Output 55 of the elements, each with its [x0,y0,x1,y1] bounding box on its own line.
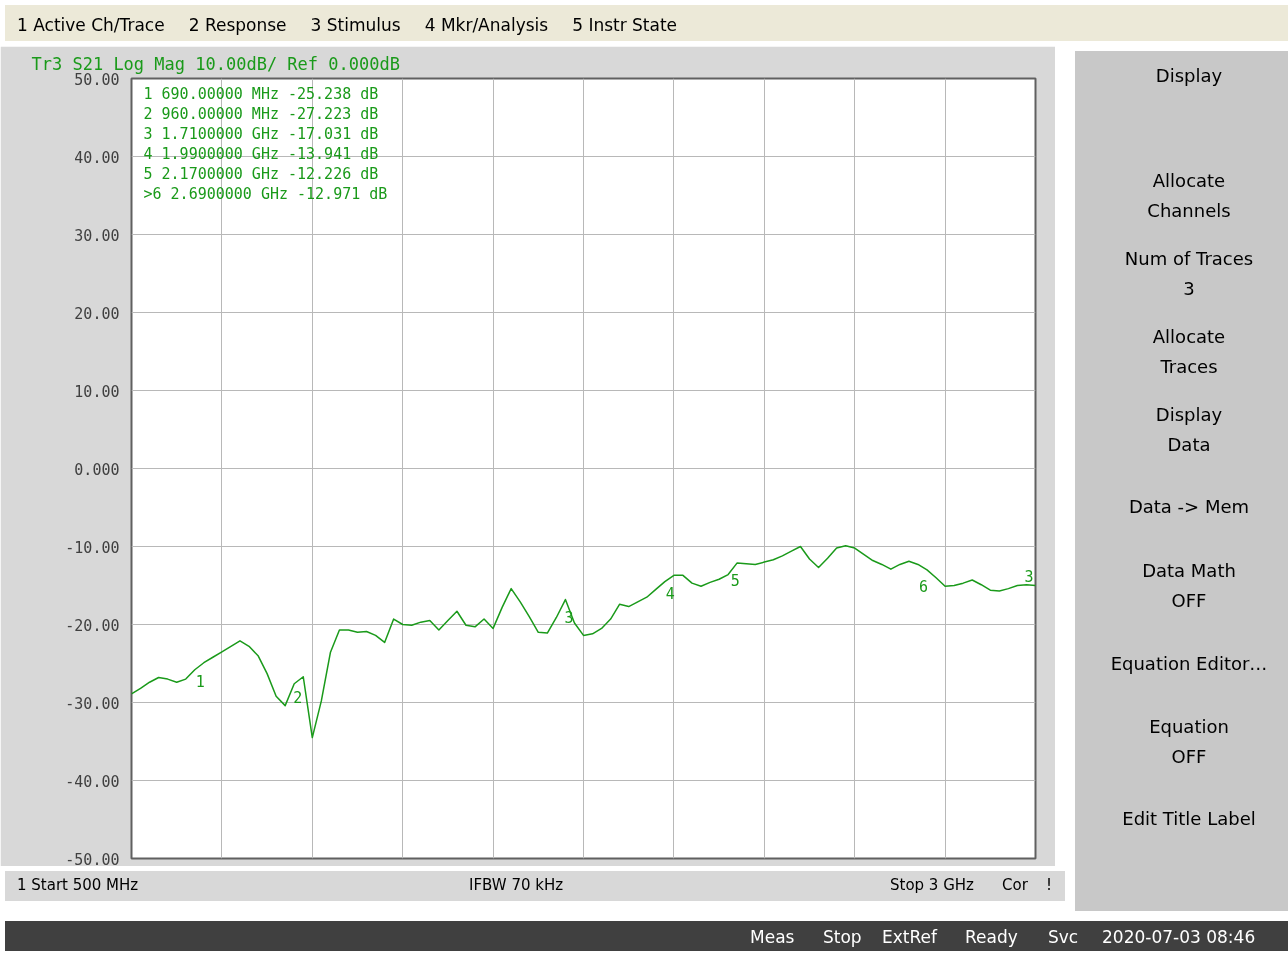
y-tick-label: -50.00 [65,850,120,869]
text: Display [1154,403,1224,427]
y-tick-label: -30.00 [65,694,120,713]
y-tick-label: 30.00 [74,226,120,245]
text: Data Math [1141,559,1237,583]
text: Data [1166,433,1212,457]
text: Edit Title Label [1121,807,1257,831]
annotation: 5 [730,571,740,590]
text: 1 Active Ch/Trace [17,14,165,37]
text: IFBW 70 kHz [469,875,564,896]
text: ! [1046,875,1053,896]
y-tick-label: 0.000 [74,460,120,479]
annotation: 5 2.1700000 GHz -12.226 dB [143,164,379,183]
text: 4 Mkr/Analysis [424,14,549,37]
text: 1 Start 500 MHz [17,875,139,896]
text: Data -> Mem [1127,495,1251,519]
text: 2020-07-03 08:46 [1102,926,1256,949]
text: Cor [1002,875,1028,896]
annotation: 2 [293,688,303,707]
y-tick-label: -40.00 [65,772,120,791]
y-tick-label: 10.00 [74,382,120,401]
annotation: 3 1.7100000 GHz -17.031 dB [143,124,379,143]
y-tick-label: 20.00 [74,304,120,323]
annotation: 1 690.00000 MHz -25.238 dB [143,84,379,103]
text: Equation Editor… [1109,652,1269,676]
text: Svc [1048,926,1079,949]
text: Stop 3 GHz [890,875,974,896]
text: Equation [1148,715,1230,739]
text: ExtRef [882,926,937,949]
annotation: 6 [918,577,928,596]
annotation: 4 1.9900000 GHz -13.941 dB [143,144,379,163]
text: Stop [823,926,862,949]
text: Traces [1159,355,1219,379]
y-tick-label: -20.00 [65,616,120,635]
text: 5 Instr State [572,14,678,37]
series-label: 3 [1024,567,1034,586]
line-series [131,544,1036,739]
text: Allocate [1151,169,1227,193]
text: Allocate [1151,325,1227,349]
text: Ready [965,926,1018,949]
text: 3 Stimulus [310,14,401,37]
text: Num of Traces [1123,247,1255,271]
text: OFF [1170,589,1208,613]
text: Channels [1146,199,1232,223]
annotation: 1 [195,673,205,692]
annotation: >6 2.6900000 GHz -12.971 dB [143,184,388,203]
text: 3 [1182,277,1196,301]
y-tick-label: 40.00 [74,148,120,167]
y-tick-label: -10.00 [65,538,120,557]
text: Meas [750,926,795,949]
text: Display [1154,64,1224,88]
text: OFF [1170,745,1208,769]
annotation: 4 [665,585,675,604]
annotation: 2 960.00000 MHz -27.223 dB [143,104,379,123]
text: 2 Response [188,14,287,37]
